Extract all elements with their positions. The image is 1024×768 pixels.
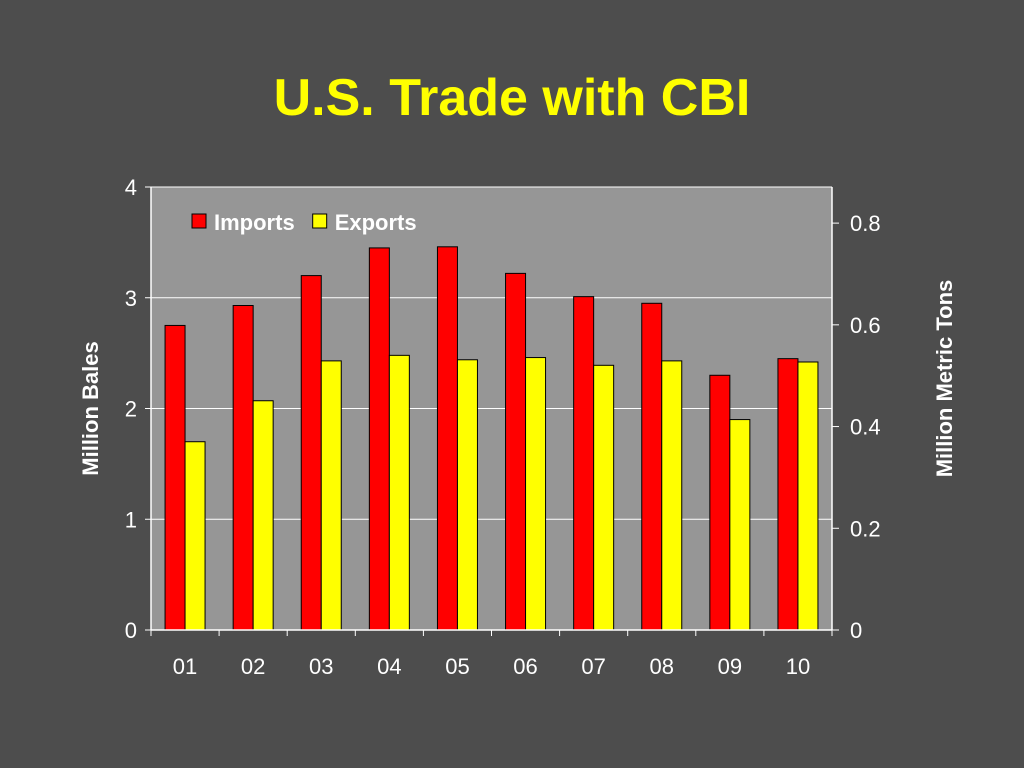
y2-axis-title: Million Metric Tons: [932, 280, 957, 478]
imports-bar: [300, 275, 322, 631]
exports-bar: [797, 361, 819, 631]
x-tick-label: 05: [445, 654, 469, 679]
exports-bar: [320, 360, 342, 631]
imports-bar: [436, 246, 458, 631]
imports-bar: [232, 305, 254, 631]
y2-tick-label: 0.8: [850, 211, 881, 236]
y2-tick-label: 0: [850, 618, 862, 643]
imports-bar: [777, 358, 799, 631]
exports-bar: [729, 419, 751, 631]
x-tick-label: 03: [309, 654, 333, 679]
x-tick-label: 01: [173, 654, 197, 679]
imports-bar: [164, 324, 186, 631]
y-tick-label: 4: [125, 175, 137, 200]
exports-bar: [593, 364, 615, 631]
imports-bar: [368, 247, 390, 631]
exports-bar: [184, 441, 206, 631]
x-tick-label: 02: [241, 654, 265, 679]
imports-bar: [709, 374, 731, 631]
imports-bar: [641, 302, 663, 631]
exports-bar: [456, 359, 478, 631]
y-tick-label: 2: [125, 397, 137, 422]
y2-tick-label: 0.6: [850, 313, 881, 338]
imports-bar: [573, 296, 595, 631]
y2-tick-label: 0.4: [850, 415, 881, 440]
exports-bar: [388, 354, 410, 631]
imports-bar: [505, 272, 527, 631]
exports-bar: [661, 360, 683, 631]
x-tick-label: 04: [377, 654, 401, 679]
x-tick-label: 07: [581, 654, 605, 679]
y-tick-label: 0: [125, 618, 137, 643]
exports-bar: [525, 357, 547, 631]
imports-legend-label: Imports: [214, 210, 295, 235]
y-axis-title: Million Bales: [78, 341, 103, 475]
slide-title: U.S. Trade with CBI: [273, 69, 751, 127]
x-tick-label: 10: [786, 654, 810, 679]
bars: [164, 246, 819, 631]
exports-legend-label: Exports: [335, 210, 417, 235]
exports-bar: [252, 400, 274, 631]
y-tick-label: 1: [125, 507, 137, 532]
y2-tick-label: 0.2: [850, 516, 881, 541]
imports-legend-swatch: [191, 213, 207, 229]
x-tick-label: 08: [650, 654, 674, 679]
x-tick-label: 09: [718, 654, 742, 679]
exports-legend-swatch: [312, 213, 328, 229]
y-tick-label: 3: [125, 286, 137, 311]
x-tick-label: 06: [513, 654, 537, 679]
legend: Imports Exports: [191, 210, 417, 235]
